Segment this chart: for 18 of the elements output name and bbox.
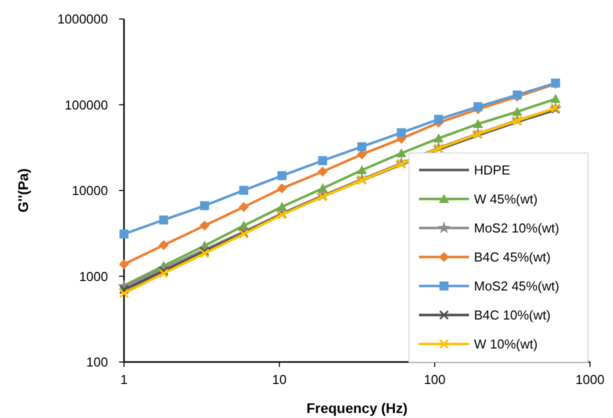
legend-label: W 45%(wt) [474, 192, 538, 207]
y-tick-label: 100 [86, 354, 108, 370]
y-tick-label: 10000 [72, 183, 108, 198]
x-tick-label: 10 [272, 372, 287, 387]
x-axis-title: Frequency (Hz) [306, 400, 408, 416]
x-tick-label: 1 [120, 372, 128, 387]
y-tick-label: 1000 [79, 268, 108, 284]
legend-label: MoS2 10%(wt) [474, 220, 560, 236]
x-tick-label: 100 [424, 372, 446, 387]
y-tick-label: 1000000 [57, 12, 108, 27]
y-axis-title: G''(Pa) [15, 168, 31, 212]
legend-label: HDPE [474, 162, 510, 178]
legend-label: MoS2 45%(wt) [474, 278, 560, 294]
legend-label: W 10%(wt) [474, 336, 538, 352]
legend-label: B4C 45%(wt) [474, 250, 551, 265]
y-tick-label: 100000 [64, 97, 108, 112]
x-tick-label: 1000 [576, 372, 604, 387]
legend-label: B4C 10%(wt) [474, 308, 551, 323]
